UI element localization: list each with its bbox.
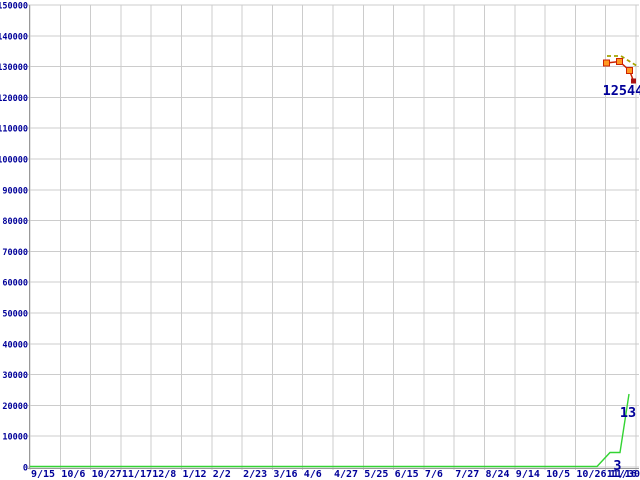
x-tick-label: 10/6 xyxy=(61,469,85,480)
x-tick-label: 8/24 xyxy=(486,469,510,480)
y-tick-label: 40000 xyxy=(2,340,28,350)
y-tick-label: 30000 xyxy=(2,371,28,381)
x-tick-label: 12/8 xyxy=(152,469,176,480)
data-point-marker xyxy=(603,59,610,67)
x-tick-label: 11/16 xyxy=(607,469,637,480)
x-tick-label: 9/15 xyxy=(31,469,55,480)
x-tick-label: 4/27 xyxy=(334,469,358,480)
data-point-marker xyxy=(626,67,633,74)
y-tick-label: 110000 xyxy=(0,125,28,135)
x-tick-label: 10/27 xyxy=(92,469,122,480)
y-tick-label: 140000 xyxy=(0,32,28,42)
y-tick-label: 120000 xyxy=(0,94,28,104)
series-end-marker xyxy=(631,78,636,84)
x-tick-label: 3/16 xyxy=(273,469,297,480)
series-green-line xyxy=(30,393,630,468)
x-tick-label: 2/23 xyxy=(243,469,267,480)
x-tick-label: 11/17 xyxy=(122,469,152,480)
series-red-line xyxy=(606,60,635,82)
x-tick-label: 6/15 xyxy=(395,469,419,480)
y-tick-label: 80000 xyxy=(2,217,28,227)
data-point-marker xyxy=(616,58,623,65)
point-label: 3 xyxy=(613,458,621,474)
x-tick-label: 9/14 xyxy=(516,469,540,480)
y-tick-label: 60000 xyxy=(2,279,28,289)
x-tick-label: 7/6 xyxy=(425,469,443,480)
x-tick-label: 1/12 xyxy=(183,469,207,480)
x-tick-label: 2/2 xyxy=(213,469,231,480)
x-tick-label: 10/26 xyxy=(576,469,606,480)
x-tick-label: 7/27 xyxy=(455,469,479,480)
x-tick-label: 4/6 xyxy=(304,469,322,480)
y-tick-label: 50000 xyxy=(2,310,28,320)
y-tick-label: 130000 xyxy=(0,63,28,73)
point-label: 12544 xyxy=(603,83,640,99)
x-tick-label: 10/5 xyxy=(546,469,570,480)
y-tick-label: 10000 xyxy=(2,433,28,443)
x-tick-label: 5/25 xyxy=(364,469,388,480)
point-label: 13 xyxy=(620,405,636,421)
y-tick-label: 70000 xyxy=(2,248,28,258)
y-tick-label: 20000 xyxy=(2,402,28,412)
series-olive-dashed-line xyxy=(607,55,638,67)
y-tick-label: 90000 xyxy=(2,186,28,196)
y-tick-label: 100000 xyxy=(0,156,28,166)
y-tick-label: 0 xyxy=(23,464,28,474)
x-tick-label: 11/30 xyxy=(610,469,640,480)
y-tick-label: 150000 xyxy=(0,2,28,12)
